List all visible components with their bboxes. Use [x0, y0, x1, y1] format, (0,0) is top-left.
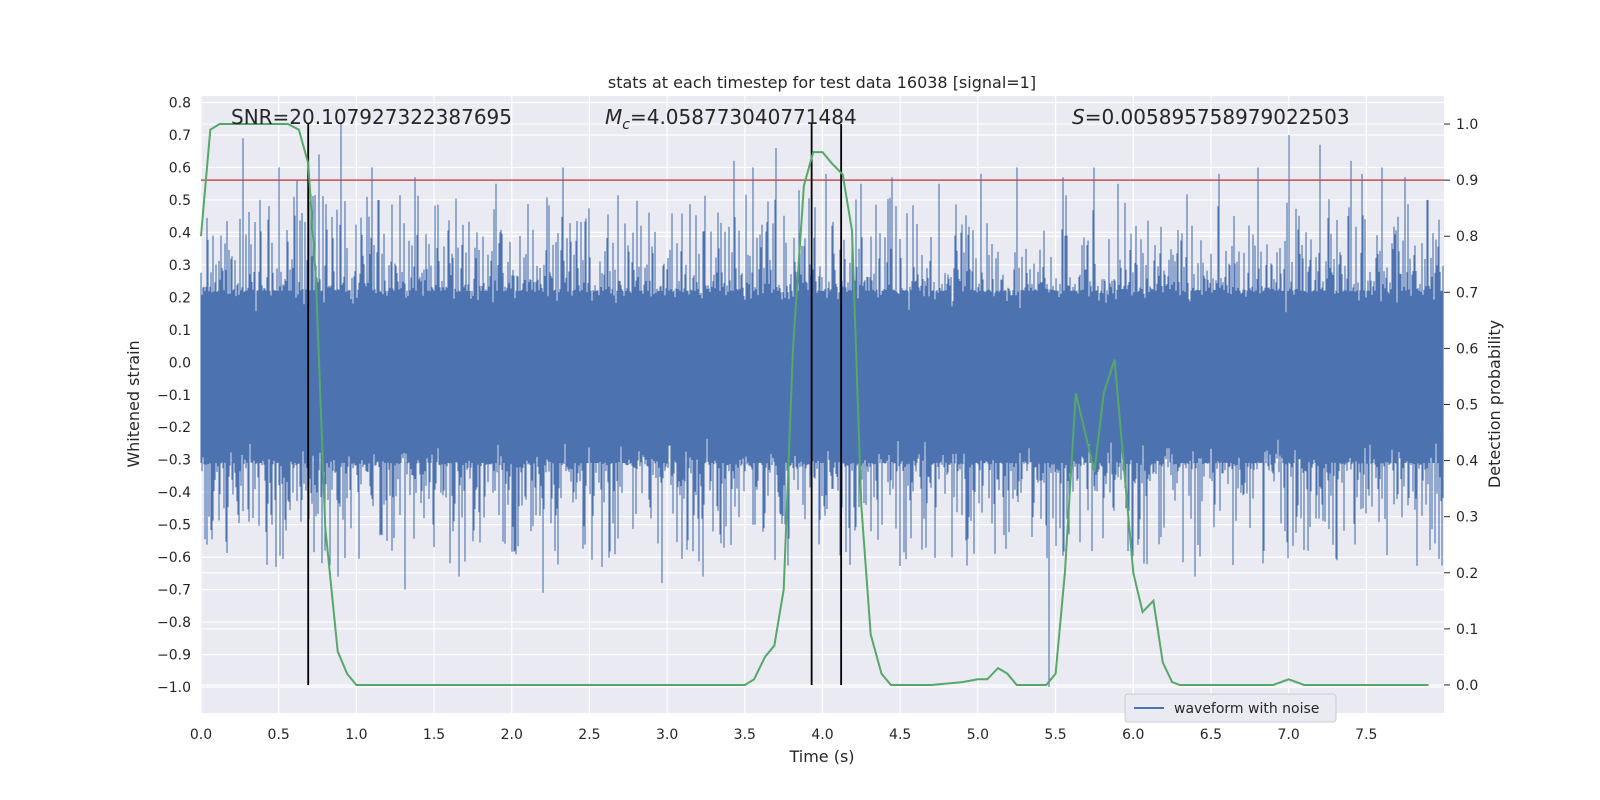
- y-tick-label: −0.3: [157, 453, 191, 469]
- x-tick-label: 7.0: [1277, 727, 1299, 743]
- y-tick-label: −0.8: [157, 615, 191, 631]
- y-tick-label: −0.1: [157, 388, 191, 404]
- x-tick-label: 5.5: [1044, 727, 1066, 743]
- y-tick-label: 0.4: [169, 225, 191, 241]
- chirp-mass-value: =4.058773040771484: [630, 105, 857, 129]
- y-tick-label: 0.8: [169, 95, 191, 111]
- s-symbol: S: [1072, 105, 1085, 129]
- y-tick-label: 0.1: [169, 323, 191, 339]
- x-tick-label: 3.5: [734, 727, 756, 743]
- s-annotation: S=0.005895758979022503: [1072, 105, 1350, 129]
- x-tick-label: 4.0: [811, 727, 833, 743]
- x-tick-label: 5.0: [967, 727, 989, 743]
- x-tick-label: 3.0: [656, 727, 678, 743]
- x-tick-label: 4.5: [889, 727, 911, 743]
- y2-tick-label: 1.0: [1456, 117, 1478, 133]
- x-tick-label: 0.0: [190, 727, 212, 743]
- y-tick-label: 0.2: [169, 290, 191, 306]
- waveform-line: [200, 122, 1444, 687]
- x-tick-label: 1.5: [423, 727, 445, 743]
- chart-title: stats at each timestep for test data 160…: [608, 73, 1036, 92]
- probability-series: [200, 123, 1429, 686]
- y-tick-label: −0.7: [157, 583, 191, 599]
- y2-tick-label: 0.7: [1456, 285, 1478, 301]
- y2-tick-label: 0.1: [1456, 622, 1478, 638]
- y-tick-label: 0.6: [169, 160, 191, 176]
- chirp-mass-annotation: Mc=4.058773040771484: [605, 105, 857, 133]
- x-tick-label: 1.0: [345, 727, 367, 743]
- legend-label: waveform with noise: [1174, 701, 1319, 717]
- y-tick-label: 0.0: [169, 355, 191, 371]
- y2-tick-label: 0.0: [1456, 678, 1478, 694]
- x-tick-label: 2.5: [578, 727, 600, 743]
- s-value: =0.005895758979022503: [1085, 105, 1350, 129]
- y2-tick-label: 0.4: [1456, 454, 1478, 470]
- x-tick-label: 2.0: [501, 727, 523, 743]
- legend: waveform with noise: [1124, 693, 1337, 723]
- x-tick-label: 7.5: [1355, 727, 1377, 743]
- y2-tick-label: 0.5: [1456, 398, 1478, 414]
- x-tick-label: 6.0: [1122, 727, 1144, 743]
- x-tick-label: 0.5: [268, 727, 290, 743]
- y2-tick-label: 0.2: [1456, 566, 1478, 582]
- chirp-mass-subscript: c: [622, 117, 630, 133]
- chirp-mass-symbol: M: [605, 105, 622, 129]
- y-axis-label: Whitened strain: [124, 340, 143, 467]
- x-tick-label: 6.5: [1200, 727, 1222, 743]
- y2-tick-label: 0.3: [1456, 510, 1478, 526]
- y-tick-label: 0.5: [169, 193, 191, 209]
- y2-tick-label: 0.8: [1456, 229, 1478, 245]
- y-tick-label: −0.4: [157, 485, 191, 501]
- waveform-series: [200, 122, 1444, 687]
- y-tick-label: 0.7: [169, 128, 191, 144]
- vertical-marker-lines: [307, 124, 843, 685]
- y-tick-label: −0.9: [157, 648, 191, 664]
- y-tick-label: −0.2: [157, 420, 191, 436]
- y-tick-label: −0.6: [157, 550, 191, 566]
- probability-line: [200, 123, 1429, 686]
- x-axis-label: Time (s): [788, 747, 854, 766]
- y-tick-label: −0.5: [157, 518, 191, 534]
- snr-annotation: SNR=20.107927322387695: [231, 105, 512, 129]
- legend-box: [1124, 693, 1337, 723]
- y2-axis-label: Detection probability: [1485, 320, 1504, 488]
- y2-tick-label: 0.9: [1456, 173, 1478, 189]
- y-tick-label: −1.0: [157, 680, 191, 696]
- y2-tick-label: 0.6: [1456, 341, 1478, 357]
- y-tick-label: 0.3: [169, 258, 191, 274]
- axes: 0.0 0.5 1.0 1.5 2.0 2.5 3.0 3.5 4.0 4.5 5.0 5.5 6.0 6…: [157, 95, 1478, 743]
